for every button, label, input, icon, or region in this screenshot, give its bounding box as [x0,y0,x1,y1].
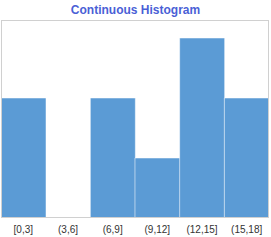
svg-text:(9,12]: (9,12] [145,224,171,235]
svg-text:[0,3]: [0,3] [14,224,34,235]
svg-text:(3,6]: (3,6] [58,224,78,235]
svg-text:(12,15]: (12,15] [186,224,217,235]
html-text:Continuous Histogram: Continuous Histogram [70,3,201,17]
svg-text:(6,9]: (6,9] [103,224,123,235]
svg-text:(15,18]: (15,18] [231,224,262,235]
